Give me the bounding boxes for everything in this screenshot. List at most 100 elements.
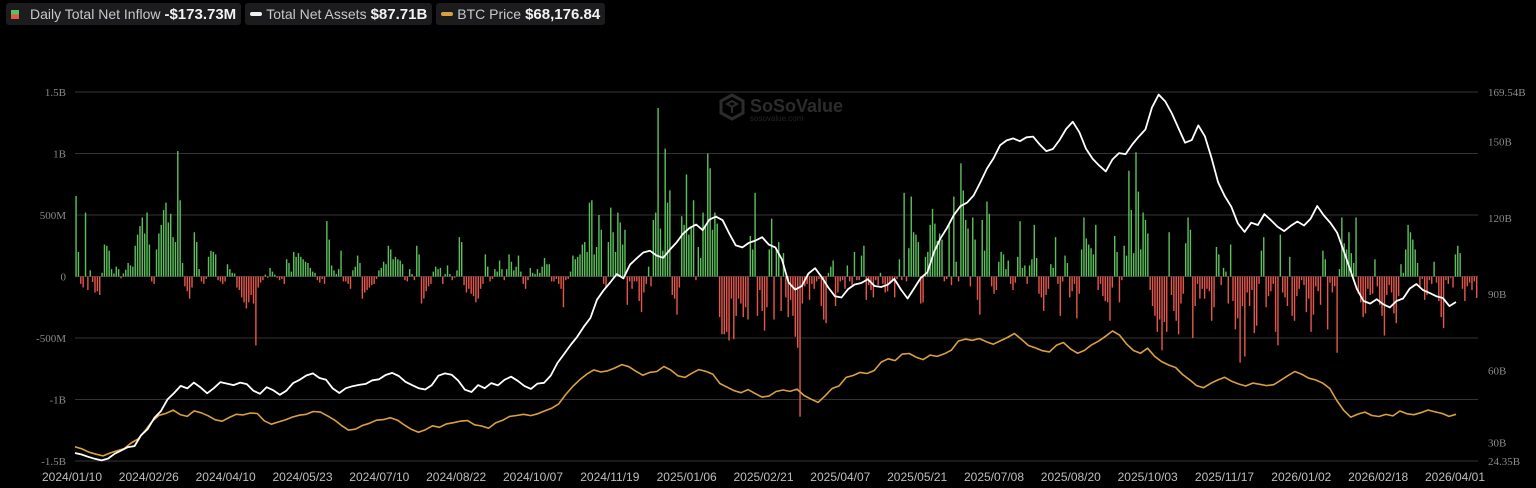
inflow-bar[interactable] <box>801 276 804 304</box>
inflow-bar[interactable] <box>967 228 969 277</box>
inflow-bar[interactable] <box>252 276 255 304</box>
inflow-bar[interactable] <box>737 276 740 299</box>
inflow-bar[interactable] <box>222 276 224 284</box>
inflow-bar[interactable] <box>1005 269 1007 277</box>
inflow-bar[interactable] <box>1045 276 1047 295</box>
inflow-bar[interactable] <box>529 267 532 277</box>
inflow-bar[interactable] <box>1144 219 1147 277</box>
inflow-bar[interactable] <box>818 276 820 279</box>
inflow-bar[interactable] <box>1258 276 1260 284</box>
inflow-bar[interactable] <box>1211 276 1213 321</box>
inflow-bar[interactable] <box>1426 276 1428 295</box>
inflow-bar[interactable] <box>1350 253 1353 277</box>
inflow-bar[interactable] <box>1473 276 1476 282</box>
inflow-bar[interactable] <box>531 272 534 277</box>
inflow-bar[interactable] <box>1184 243 1187 277</box>
inflow-bar[interactable] <box>1423 276 1426 300</box>
inflow-bar[interactable] <box>723 276 726 335</box>
inflow-bar[interactable] <box>581 244 584 277</box>
inflow-bar[interactable] <box>1244 276 1246 357</box>
inflow-bar[interactable] <box>1158 276 1161 320</box>
inflow-bar[interactable] <box>269 267 271 277</box>
inflow-bar[interactable] <box>1364 276 1367 314</box>
inflow-bar[interactable] <box>1071 276 1073 292</box>
inflow-bar[interactable] <box>453 276 456 278</box>
inflow-bar[interactable] <box>1348 232 1350 277</box>
inflow-bar[interactable] <box>605 276 607 288</box>
inflow-bar[interactable] <box>979 276 981 315</box>
inflow-bar[interactable] <box>463 276 465 286</box>
inflow-bar[interactable] <box>1308 276 1310 299</box>
inflow-bar[interactable] <box>1147 233 1149 277</box>
inflow-bar[interactable] <box>756 276 759 316</box>
inflow-bar[interactable] <box>1357 276 1360 294</box>
inflow-bar[interactable] <box>811 276 813 284</box>
inflow-bar[interactable] <box>851 276 853 286</box>
inflow-bar[interactable] <box>678 276 681 288</box>
inflow-bar[interactable] <box>690 226 692 277</box>
inflow-bar[interactable] <box>1132 253 1135 277</box>
inflow-bar[interactable] <box>688 234 690 277</box>
inflow-bar[interactable] <box>1092 254 1095 277</box>
inflow-bar[interactable] <box>172 237 174 277</box>
inflow-bar[interactable] <box>569 271 572 277</box>
inflow-bar[interactable] <box>309 267 311 277</box>
inflow-bar[interactable] <box>375 276 378 279</box>
inflow-bar[interactable] <box>889 276 891 284</box>
inflow-bar[interactable] <box>1452 276 1454 288</box>
inflow-bar[interactable] <box>314 272 316 277</box>
inflow-bar[interactable] <box>1279 234 1282 277</box>
inflow-bar[interactable] <box>1061 276 1064 282</box>
inflow-bar[interactable] <box>136 234 139 277</box>
inflow-bar[interactable] <box>364 276 366 293</box>
inflow-bar[interactable] <box>905 276 908 282</box>
inflow-bar[interactable] <box>1386 276 1388 295</box>
inflow-bar[interactable] <box>487 266 489 277</box>
inflow-bar[interactable] <box>328 239 330 277</box>
inflow-bar[interactable] <box>1090 248 1092 277</box>
inflow-bar[interactable] <box>165 202 167 277</box>
inflow-bar[interactable] <box>1336 276 1338 353</box>
inflow-bar[interactable] <box>1017 256 1019 277</box>
inflow-bar[interactable] <box>539 272 541 277</box>
inflow-bar[interactable] <box>307 262 309 277</box>
inflow-bar[interactable] <box>1012 276 1014 291</box>
inflow-bar[interactable] <box>707 153 709 277</box>
inflow-bar[interactable] <box>274 274 276 277</box>
inflow-bar[interactable] <box>323 276 326 284</box>
inflow-bar[interactable] <box>361 276 364 299</box>
inflow-bar[interactable] <box>964 219 967 277</box>
inflow-bar[interactable] <box>1135 152 1137 277</box>
inflow-bar[interactable] <box>1315 276 1317 287</box>
inflow-bar[interactable] <box>1317 276 1319 292</box>
inflow-bar[interactable] <box>501 269 503 277</box>
inflow-bar[interactable] <box>636 276 638 282</box>
inflow-bar[interactable] <box>84 212 87 277</box>
inflow-bar[interactable] <box>1014 276 1017 283</box>
inflow-bar[interactable] <box>382 261 385 277</box>
inflow-bar[interactable] <box>1367 276 1369 289</box>
inflow-bar[interactable] <box>283 276 285 284</box>
inflow-bar[interactable] <box>96 276 99 292</box>
inflow-bar[interactable] <box>510 261 513 277</box>
inflow-bar[interactable] <box>976 276 979 300</box>
inflow-bar[interactable] <box>238 276 241 291</box>
inflow-bar[interactable] <box>1206 276 1208 289</box>
inflow-bar[interactable] <box>482 276 484 284</box>
inflow-bar[interactable] <box>1182 276 1185 294</box>
inflow-bar[interactable] <box>101 272 103 277</box>
inflow-bar[interactable] <box>248 276 250 303</box>
inflow-bar[interactable] <box>565 276 567 281</box>
inflow-bar[interactable] <box>1130 210 1132 277</box>
inflow-bar[interactable] <box>214 254 217 277</box>
inflow-bar[interactable] <box>94 276 96 293</box>
inflow-bar[interactable] <box>858 276 860 281</box>
inflow-bar[interactable] <box>458 237 461 277</box>
inflow-bar[interactable] <box>1400 264 1402 277</box>
inflow-bar[interactable] <box>884 276 886 293</box>
inflow-bar[interactable] <box>427 276 430 287</box>
inflow-bar[interactable] <box>1421 276 1423 279</box>
inflow-bar[interactable] <box>319 276 321 283</box>
inflow-bar[interactable] <box>442 276 444 284</box>
inflow-bar[interactable] <box>1416 262 1419 277</box>
